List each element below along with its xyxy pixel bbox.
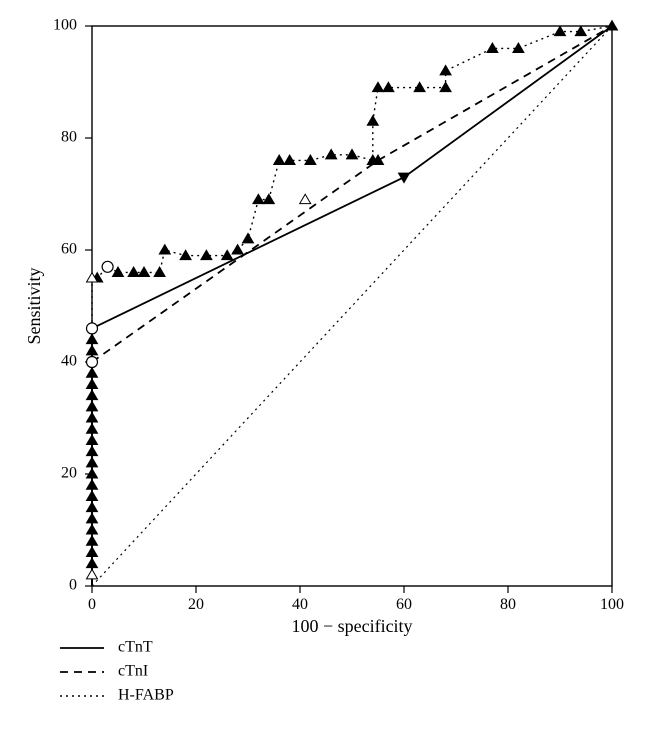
svg-text:Sensitivity: Sensitivity bbox=[24, 267, 44, 344]
svg-text:80: 80 bbox=[61, 129, 77, 146]
svg-text:60: 60 bbox=[396, 596, 412, 613]
roc-chart: 0 20 40 60 80 100 0 20 40 60 80 100 100 − specificit… bbox=[0, 0, 653, 740]
legend-label-HFABP: H-FABP bbox=[118, 687, 174, 704]
svg-text:100: 100 bbox=[53, 17, 77, 34]
svg-text:40: 40 bbox=[292, 596, 308, 613]
svg-text:40: 40 bbox=[61, 353, 77, 370]
svg-text:0: 0 bbox=[88, 596, 96, 613]
legend-label-cTnT: cTnT bbox=[118, 639, 153, 656]
svg-text:100 − specificity: 100 − specificity bbox=[291, 616, 412, 636]
roc-chart-svg: 0 20 40 60 80 100 0 20 40 60 80 100 100 − specificit… bbox=[0, 0, 653, 740]
svg-text:20: 20 bbox=[61, 465, 77, 482]
svg-text:0: 0 bbox=[69, 577, 77, 594]
svg-text:20: 20 bbox=[188, 596, 204, 613]
legend-label-cTnI: cTnI bbox=[118, 663, 148, 680]
svg-text:80: 80 bbox=[500, 596, 516, 613]
svg-text:60: 60 bbox=[61, 241, 77, 258]
svg-text:100: 100 bbox=[600, 596, 624, 613]
